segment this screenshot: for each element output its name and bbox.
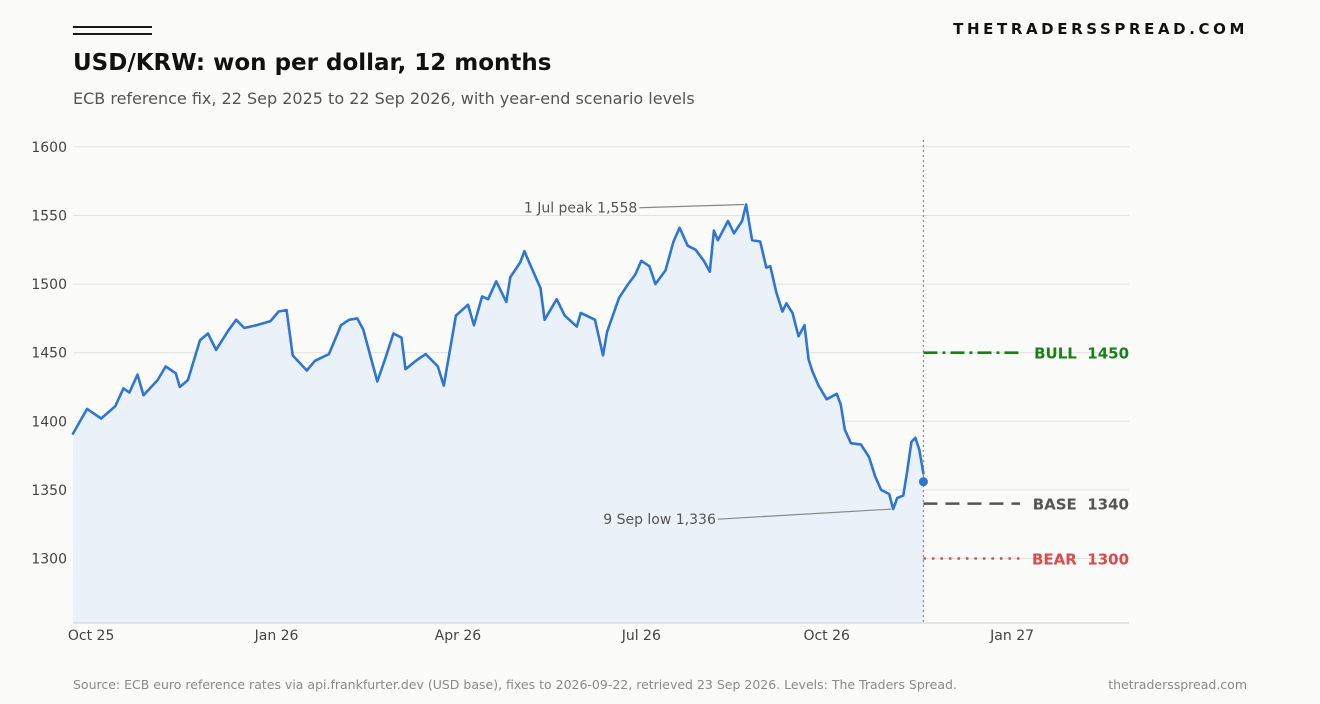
x-tick-label-oct-25: Oct 25 (68, 628, 114, 644)
area-layer (73, 204, 924, 623)
level-label-bear: BEAR 1300 (1032, 551, 1129, 569)
annotation-leader-1 (639, 203, 745, 209)
y-tick-label-1450: 1450 (31, 346, 67, 362)
axes: 1300 1350 1400 1450 1500 1550 1600 Oct 25 Jan 26… (31, 140, 1129, 644)
x-tick-label-jan-27: Jan 27 (989, 628, 1034, 644)
brand-wordmark: THETRADERSSPREAD.COM (953, 20, 1248, 38)
x-tick-label-jul-26: Jul 26 (621, 628, 661, 644)
series-area (73, 204, 924, 623)
y-tick-label-1500: 1500 (31, 277, 67, 293)
annotation-label-2: 9 Sep low 1,336 (603, 512, 716, 528)
y-tick-label-1400: 1400 (31, 414, 67, 430)
chart-subtitle: ECB reference fix, 22 Sep 2025 to 22 Sep… (73, 89, 695, 108)
annotation-label-1: 1 Jul peak 1,558 (524, 201, 637, 217)
y-tick-label-1600: 1600 (31, 140, 67, 156)
header-rule-bottom (73, 33, 152, 35)
y-tick-label-1550: 1550 (31, 208, 67, 224)
y-tick-label-1350: 1350 (31, 483, 67, 499)
series-layer (71, 203, 928, 511)
level-label-base: BASE 1340 (1033, 496, 1129, 514)
source-note: Source: ECB euro reference rates via api… (73, 677, 957, 692)
header-rule-top (73, 26, 152, 28)
chart-title: USD/KRW: won per dollar, 12 months (73, 50, 552, 76)
annotations: 1 Jul peak 1,558 9 Sep low 1,336 (524, 201, 892, 528)
scenario-levels: BULL 1450 BASE 1340 BEAR 1300 (922, 140, 1129, 623)
x-tick-label-apr-26: Apr 26 (435, 628, 482, 644)
last-point-marker (918, 477, 928, 487)
level-label-bull: BULL 1450 (1034, 345, 1129, 363)
x-tick-label-oct-26: Oct 26 (803, 628, 850, 644)
annotation-leader-2 (717, 508, 892, 520)
y-tick-label-1300: 1300 (31, 552, 67, 568)
footer-site: thetradersspread.com (1108, 677, 1247, 692)
x-tick-label-jan-26: Jan 26 (254, 628, 299, 644)
series-line (71, 203, 925, 511)
